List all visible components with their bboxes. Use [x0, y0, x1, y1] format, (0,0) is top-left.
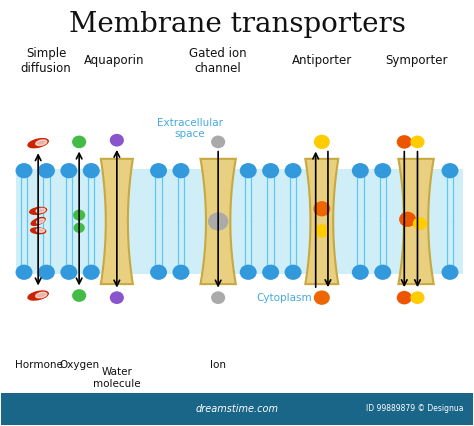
Polygon shape [398, 159, 434, 284]
Ellipse shape [36, 292, 47, 298]
Circle shape [352, 163, 369, 178]
Text: Simple
diffusion: Simple diffusion [21, 46, 72, 75]
Circle shape [38, 265, 55, 280]
Circle shape [413, 217, 427, 230]
Circle shape [284, 163, 301, 178]
Polygon shape [101, 159, 133, 284]
Circle shape [314, 291, 330, 305]
Circle shape [441, 265, 458, 280]
Circle shape [173, 163, 190, 178]
Circle shape [173, 265, 190, 280]
Text: ID 99889879 © Designua: ID 99889879 © Designua [365, 404, 463, 413]
Ellipse shape [31, 228, 46, 234]
Text: Aquaporin: Aquaporin [84, 54, 145, 67]
Ellipse shape [36, 140, 47, 146]
Text: Ion: Ion [210, 360, 226, 370]
Circle shape [410, 135, 425, 148]
Text: Membrane transporters: Membrane transporters [69, 11, 405, 38]
Circle shape [211, 135, 225, 148]
Bar [16, 169, 463, 274]
Ellipse shape [28, 138, 48, 148]
Circle shape [209, 213, 228, 230]
Circle shape [397, 135, 412, 149]
Ellipse shape [30, 207, 46, 214]
Polygon shape [201, 159, 236, 284]
Circle shape [441, 163, 458, 178]
Text: Water
molecule: Water molecule [93, 367, 141, 389]
Text: Oxygen: Oxygen [59, 360, 99, 370]
Circle shape [284, 265, 301, 280]
Circle shape [211, 291, 225, 304]
Ellipse shape [28, 291, 48, 300]
Text: Gated ion
channel: Gated ion channel [189, 46, 247, 75]
Text: Cytoplasm: Cytoplasm [256, 293, 312, 302]
Circle shape [110, 291, 124, 304]
Circle shape [16, 265, 33, 280]
Circle shape [16, 163, 33, 178]
Circle shape [352, 265, 369, 280]
Text: Symporter: Symporter [385, 54, 447, 67]
Text: dreamstime.com: dreamstime.com [195, 403, 279, 414]
Circle shape [60, 163, 77, 178]
Ellipse shape [36, 229, 45, 232]
Circle shape [60, 265, 77, 280]
Circle shape [83, 265, 100, 280]
Ellipse shape [36, 219, 44, 223]
Text: Extracellular
space: Extracellular space [157, 118, 223, 139]
Circle shape [240, 163, 257, 178]
Circle shape [399, 212, 416, 227]
Circle shape [314, 135, 330, 149]
Circle shape [313, 201, 330, 216]
Circle shape [38, 163, 55, 178]
Circle shape [150, 265, 167, 280]
Text: Antiporter: Antiporter [292, 54, 352, 67]
Circle shape [374, 265, 391, 280]
Circle shape [240, 265, 257, 280]
Circle shape [83, 163, 100, 178]
Circle shape [374, 163, 391, 178]
Circle shape [73, 210, 85, 221]
Polygon shape [305, 159, 338, 284]
Circle shape [150, 163, 167, 178]
Bar [1, 393, 473, 425]
Circle shape [72, 289, 86, 302]
Circle shape [410, 291, 425, 304]
Circle shape [314, 224, 329, 238]
Ellipse shape [31, 218, 45, 225]
Circle shape [72, 135, 86, 148]
Circle shape [73, 223, 85, 233]
Ellipse shape [36, 208, 46, 213]
Text: Hormone: Hormone [15, 360, 63, 370]
Circle shape [262, 265, 279, 280]
Circle shape [397, 291, 412, 305]
Circle shape [110, 134, 124, 147]
Circle shape [262, 163, 279, 178]
